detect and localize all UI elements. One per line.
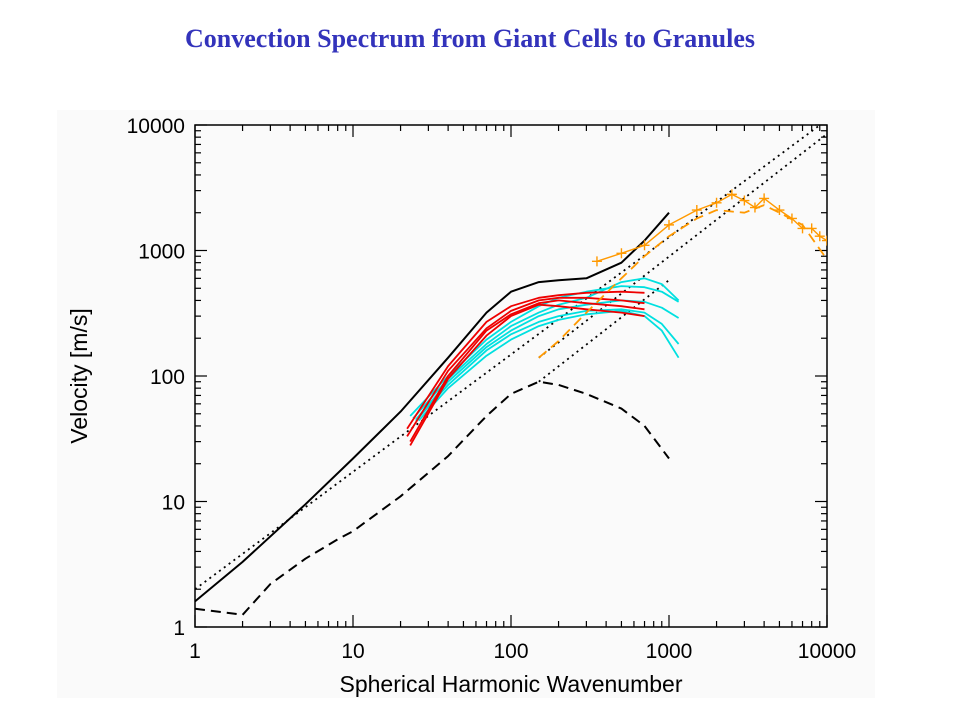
series-line-16: [538, 204, 827, 359]
plot-frame: [194, 124, 828, 628]
plus-marker: [822, 235, 827, 246]
series-line-9: [415, 308, 680, 422]
x-tick-label: 100: [493, 640, 528, 663]
series-line-12: [406, 296, 645, 437]
plus-marker: [664, 219, 674, 230]
series-line-8: [415, 299, 680, 421]
plus-marker: [814, 231, 825, 242]
slide-title: Convection Spectrum from Giant Cells to …: [184, 24, 756, 53]
plus-marker: [616, 248, 627, 259]
figure-panel: [57, 110, 875, 698]
y-tick-label: 100: [150, 366, 185, 389]
y-tick-label: 1000: [138, 241, 185, 264]
plus-marker: [591, 256, 602, 267]
plus-marker: [759, 193, 770, 204]
series-line-14: [409, 303, 645, 446]
plus-marker: [711, 197, 722, 208]
x-tick-label: 10000: [798, 640, 856, 663]
series-line-10: [417, 310, 680, 422]
y-tick-label: 1: [173, 617, 185, 640]
series-line-1: [195, 212, 670, 603]
x-tick-label: 1: [189, 640, 201, 663]
series-line-7: [412, 277, 680, 419]
series-line-11: [406, 290, 645, 430]
tick-labels: 1 10 100 1000 10000 1 10 100 1000 10000: [127, 115, 857, 663]
series-layer: [195, 125, 827, 616]
series-line-13: [409, 299, 645, 443]
x-tick-label: 1000: [646, 640, 693, 663]
plus-marker: [726, 189, 737, 200]
x-axis-title: Spherical Harmonic Wavenumber: [339, 671, 682, 697]
series-line-4: [538, 133, 827, 359]
axis-ticks: [194, 124, 828, 628]
y-axis-title: Velocity [m/s]: [66, 308, 92, 443]
y-tick-label: 10: [162, 492, 185, 515]
series-line-15: [596, 193, 827, 262]
plus-marker: [639, 240, 650, 251]
plus-marker: [739, 195, 750, 206]
y-tick-label: 10000: [127, 115, 185, 138]
x-tick-label: 10: [341, 640, 364, 663]
plus-marker: [806, 223, 817, 234]
series-line-2: [195, 380, 670, 616]
plus-marker: [691, 205, 702, 216]
